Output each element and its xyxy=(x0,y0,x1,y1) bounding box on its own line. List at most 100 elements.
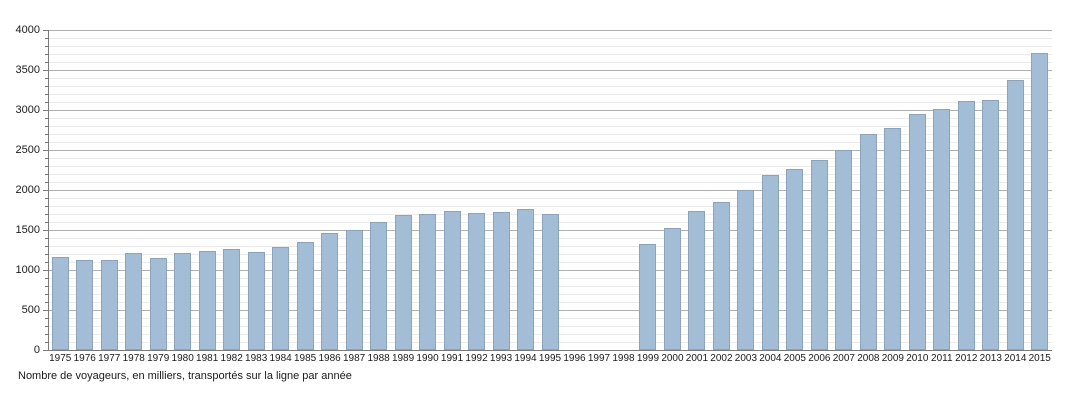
bar-1987 xyxy=(345,230,363,350)
y-axis-minor-tick xyxy=(45,318,48,319)
bar-1989 xyxy=(394,214,412,350)
x-axis-label: 1989 xyxy=(391,353,415,364)
x-axis-label: 1994 xyxy=(514,353,537,364)
x-axis-label: 1996 xyxy=(563,353,586,364)
x-axis-label: 2005 xyxy=(783,353,806,364)
bar-2012 xyxy=(957,101,975,350)
gridline-minor xyxy=(48,126,1052,127)
gridline-major xyxy=(48,110,1052,111)
gridline-minor xyxy=(48,174,1052,175)
y-axis-minor-tick xyxy=(45,294,48,295)
bar-1988 xyxy=(370,222,388,350)
x-axis-label: 2011 xyxy=(931,353,953,364)
x-axis-label: 1976 xyxy=(73,353,96,364)
x-axis-label: 2013 xyxy=(979,353,1002,364)
bar-2015 xyxy=(1031,53,1049,350)
bar-1981 xyxy=(198,250,216,350)
x-axis-label: 1985 xyxy=(293,353,317,364)
chart-caption: Nombre de voyageurs, en milliers, transp… xyxy=(18,370,352,382)
gridline-major xyxy=(48,150,1052,151)
y-axis-minor-tick xyxy=(45,126,48,127)
bar-1994 xyxy=(517,209,534,350)
x-axis-label: 1992 xyxy=(465,353,488,364)
gridline-minor xyxy=(48,118,1052,119)
x-axis-label: 1988 xyxy=(367,353,390,364)
x-axis-label: 1993 xyxy=(489,353,513,364)
y-axis-minor-tick xyxy=(45,46,48,47)
y-axis-label: 500 xyxy=(21,304,40,316)
x-axis-label: 1981 xyxy=(196,353,219,364)
y-axis-tick xyxy=(43,350,48,351)
gridline-minor xyxy=(48,86,1052,87)
x-axis-label: 2002 xyxy=(710,353,733,364)
y-axis-minor-tick xyxy=(45,166,48,167)
bar-1999 xyxy=(639,243,657,350)
gridline-minor xyxy=(48,158,1052,159)
y-axis-minor-tick xyxy=(45,142,48,143)
y-axis-minor-tick xyxy=(45,342,48,343)
x-axis-label: 2010 xyxy=(906,353,929,364)
y-axis-tick xyxy=(43,270,48,271)
gridline-major xyxy=(48,70,1052,71)
y-axis-label: 1500 xyxy=(15,224,40,236)
x-axis-label: 1983 xyxy=(245,353,268,364)
bar-2008 xyxy=(859,134,877,350)
x-axis-label: 2003 xyxy=(734,353,758,364)
gridline-minor xyxy=(48,182,1052,183)
x-axis-label: 1978 xyxy=(122,353,145,364)
x-axis-label: 1998 xyxy=(612,353,635,364)
x-axis-label: 2014 xyxy=(1004,353,1027,364)
bar-1978 xyxy=(125,253,143,350)
bar-1984 xyxy=(272,246,290,350)
bar-2004 xyxy=(761,174,779,350)
y-axis-minor-tick xyxy=(45,158,48,159)
y-axis-tick xyxy=(43,190,48,191)
gridline-minor xyxy=(48,78,1052,79)
y-axis-minor-tick xyxy=(45,38,48,39)
x-axis-label: 1995 xyxy=(538,353,562,364)
y-axis-minor-tick xyxy=(45,206,48,207)
bar-2011 xyxy=(933,109,951,350)
bar-2006 xyxy=(810,160,828,350)
y-axis-tick xyxy=(43,110,48,111)
gridline-minor xyxy=(48,54,1052,55)
bar-2003 xyxy=(737,190,755,350)
bar-1990 xyxy=(419,214,437,350)
bar-2001 xyxy=(688,210,706,350)
x-axis-label: 1991 xyxy=(440,353,464,364)
y-axis-minor-tick xyxy=(45,62,48,63)
bar-1992 xyxy=(468,213,486,350)
y-axis-minor-tick xyxy=(45,182,48,183)
x-axis-label: 1990 xyxy=(416,353,439,364)
gridline-minor xyxy=(48,198,1052,199)
gridline-minor xyxy=(48,102,1052,103)
x-axis-label: 1980 xyxy=(171,353,194,364)
x-axis-label: 1975 xyxy=(49,353,72,364)
y-axis-minor-tick xyxy=(45,134,48,135)
bar-2007 xyxy=(835,150,853,350)
x-axis-label: 2012 xyxy=(955,353,978,364)
bar-2005 xyxy=(786,169,804,350)
y-axis-minor-tick xyxy=(45,102,48,103)
bar-1985 xyxy=(296,242,314,350)
bar-2000 xyxy=(663,227,681,350)
x-axis-label: 2007 xyxy=(832,353,855,364)
y-axis-minor-tick xyxy=(45,254,48,255)
x-axis-label: 1977 xyxy=(98,353,121,364)
x-axis-label: 1987 xyxy=(342,353,366,364)
x-axis-label: 2009 xyxy=(881,353,904,364)
gridline-minor xyxy=(48,134,1052,135)
bar-1975 xyxy=(51,257,69,350)
x-axis-label: 2000 xyxy=(661,353,684,364)
y-axis-minor-tick xyxy=(45,198,48,199)
bar-1995 xyxy=(541,214,559,350)
gridline-minor xyxy=(48,94,1052,95)
gridline-minor xyxy=(48,166,1052,167)
gridline-minor xyxy=(48,38,1052,39)
gridline-minor xyxy=(48,46,1052,47)
y-axis-tick xyxy=(43,150,48,151)
y-axis-tick xyxy=(43,30,48,31)
y-axis-minor-tick xyxy=(45,174,48,175)
y-axis-minor-tick xyxy=(45,302,48,303)
